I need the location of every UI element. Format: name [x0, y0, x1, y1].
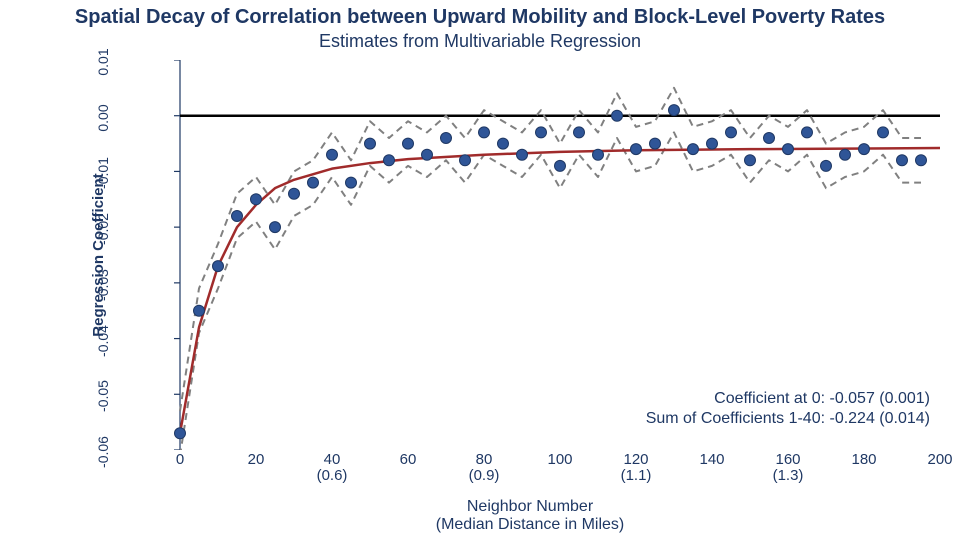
- y-tick-label: -0.05: [95, 376, 145, 416]
- x-tick-label: 60: [378, 452, 438, 468]
- y-tick-label: -0.02: [95, 209, 145, 249]
- x-tick-label: 120(1.1): [606, 452, 666, 484]
- annotation-line-2: Sum of Coefficients 1-40: -0.224 (0.014): [646, 410, 930, 428]
- y-tick-label: -0.06: [95, 432, 145, 472]
- y-tick-label: 0.00: [95, 98, 145, 138]
- x-axis-label-line1: Neighbor Number: [467, 498, 593, 515]
- annotation-line-1: Coefficient at 0: -0.057 (0.001): [714, 390, 930, 408]
- chart-plot-area: Coefficient at 0: -0.057 (0.001) Sum of …: [120, 60, 940, 450]
- chart-title: Spatial Decay of Correlation between Upw…: [0, 6, 960, 29]
- x-tick-label: 200: [910, 452, 960, 468]
- x-tick-label: 100: [530, 452, 590, 468]
- x-tick-label: 140: [682, 452, 742, 468]
- x-tick-label: 0: [150, 452, 210, 468]
- x-tick-label: 80(0.9): [454, 452, 514, 484]
- x-tick-label: 180: [834, 452, 894, 468]
- y-tick-label: -0.04: [95, 321, 145, 361]
- x-tick-label: 20: [226, 452, 286, 468]
- x-tick-label: 160(1.3): [758, 452, 818, 484]
- y-tick-label: -0.01: [95, 153, 145, 193]
- x-tick-label: 40(0.6): [302, 452, 362, 484]
- y-tick-label: 0.01: [95, 42, 145, 82]
- x-axis-label: Neighbor Number (Median Distance in Mile…: [120, 498, 940, 534]
- y-tick-label: -0.03: [95, 265, 145, 305]
- x-axis-label-line2: (Median Distance in Miles): [436, 516, 625, 533]
